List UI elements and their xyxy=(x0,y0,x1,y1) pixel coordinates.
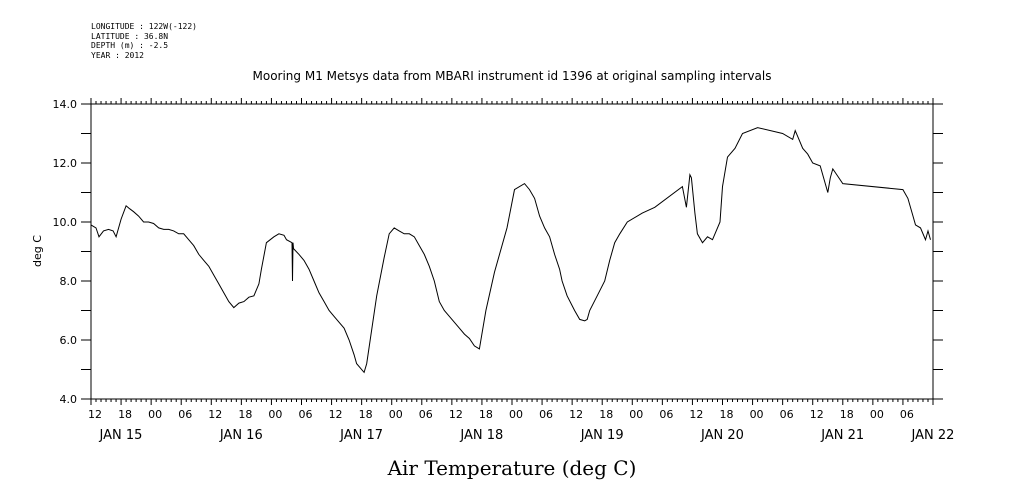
x-date-label: JAN 18 xyxy=(459,428,503,443)
x-hour-label: 18 xyxy=(720,408,734,421)
x-date-label: JAN 17 xyxy=(339,428,383,443)
x-hour-label: 00 xyxy=(268,408,282,421)
y-axis-label: deg C xyxy=(31,235,44,267)
x-hour-label: 18 xyxy=(118,408,132,421)
x-hour-label: 12 xyxy=(689,408,703,421)
y-tick-label: 4.0 xyxy=(60,393,78,406)
x-hour-label: 12 xyxy=(208,408,222,421)
y-tick-label: 6.0 xyxy=(60,334,78,347)
y-tick-label: 8.0 xyxy=(60,275,78,288)
x-axis-title: Air Temperature (deg C) xyxy=(387,456,637,480)
plot-axes xyxy=(90,103,934,400)
x-hour-label: 18 xyxy=(479,408,493,421)
x-date-label: JAN 16 xyxy=(219,428,263,443)
depth-label: DEPTH (m) : -2.5 xyxy=(91,41,169,50)
x-hour-label: 06 xyxy=(419,408,433,421)
x-hour-label: 06 xyxy=(539,408,553,421)
x-hour-label: 18 xyxy=(599,408,613,421)
x-hour-label: 00 xyxy=(750,408,764,421)
x-hour-label: 06 xyxy=(299,408,313,421)
x-hour-label: 06 xyxy=(900,408,914,421)
longitude-label: LONGITUDE : 122W(-122) xyxy=(91,22,197,31)
x-hour-label: 18 xyxy=(359,408,373,421)
x-hour-label: 00 xyxy=(870,408,884,421)
x-axis-date-labels: JAN 15 JAN 16 JAN 17 JAN 18 JAN 19 JAN 20 JAN … xyxy=(99,428,955,443)
y-tick-label: 10.0 xyxy=(53,216,78,229)
x-hour-label: 06 xyxy=(780,408,794,421)
plot-frame xyxy=(90,103,934,400)
x-hour-label: 00 xyxy=(509,408,523,421)
year-label: YEAR : 2012 xyxy=(91,50,144,60)
x-hour-label: 00 xyxy=(148,408,162,421)
y-tick-label: 12.0 xyxy=(53,157,78,170)
x-hour-label: 12 xyxy=(88,408,102,421)
x-hour-label: 00 xyxy=(629,408,643,421)
latitude-label: LATITUDE : 36.8N xyxy=(91,31,169,41)
x-hour-label: 12 xyxy=(329,408,343,421)
x-hour-label: 12 xyxy=(449,408,463,421)
x-date-label: JAN 20 xyxy=(700,428,744,443)
x-date-label: JAN 19 xyxy=(580,428,624,443)
metadata-block: LONGITUDE : 122W(-122) LATITUDE : 36.8N … xyxy=(91,22,197,60)
chart-title: Mooring M1 Metsys data from MBARI instru… xyxy=(253,69,772,83)
x-date-label: JAN 15 xyxy=(99,428,143,443)
x-hour-label: 06 xyxy=(659,408,673,421)
x-hour-label: 12 xyxy=(810,408,824,421)
x-date-label: JAN 22 xyxy=(910,428,954,443)
x-axis-hour-labels: 12 18 00 06 12 18 00 06 12 18 00 06 12 18 00 06 12 18 00 06… xyxy=(88,408,914,421)
x-date-label: JAN 21 xyxy=(820,428,864,443)
y-tick-label: 14.0 xyxy=(53,98,78,111)
series-line xyxy=(90,127,931,374)
x-hour-label: 00 xyxy=(389,408,403,421)
x-hour-label: 12 xyxy=(569,408,583,421)
x-hour-label: 06 xyxy=(178,408,192,421)
x-axis-ticks xyxy=(90,98,934,405)
x-hour-label: 18 xyxy=(840,408,854,421)
y-axis-ticks: 4.0 6.0 8.0 10.0 12.0 14.0 xyxy=(53,98,943,406)
x-hour-label: 18 xyxy=(238,408,252,421)
